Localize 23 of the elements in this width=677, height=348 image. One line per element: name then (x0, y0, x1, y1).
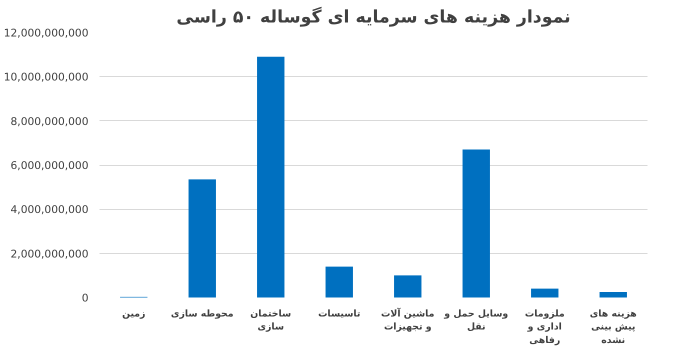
x-tick-label: ماشین آلات و تجهیزات (381, 308, 435, 333)
y-tick-label: 10,000,000,000 (4, 70, 89, 84)
y-tick-label: 8,000,000,000 (10, 114, 89, 128)
bar (394, 275, 422, 298)
x-tick-label: ملزومات اداری و رفاهی (524, 308, 565, 346)
y-tick-label: 4,000,000,000 (10, 203, 89, 216)
bar (462, 150, 490, 298)
bar (531, 288, 558, 298)
y-tick-label: 0 (82, 292, 89, 304)
x-tick-label: ساختمان سازی (250, 308, 292, 333)
x-tick-label: زمین (122, 308, 146, 320)
x-tick-label: وسایل حمل و نقل (443, 308, 508, 333)
bar (326, 266, 353, 298)
bar (600, 292, 627, 298)
bar (257, 56, 284, 298)
y-tick-label: 6,000,000,000 (10, 159, 89, 172)
bar (188, 179, 216, 298)
y-tick-label: 2,000,000,000 (10, 247, 89, 260)
chart-title: نمودار هزینه های سرمایه ای گوساله ۵۰ راسی (176, 6, 571, 28)
x-tick-label: محوطه سازی (170, 308, 234, 320)
x-tick-label: تاسیسات (318, 308, 360, 320)
y-tick-label: 12,000,000,000 (4, 26, 89, 40)
x-tick-label: هزینه های پیش بینی نشده (590, 308, 637, 346)
